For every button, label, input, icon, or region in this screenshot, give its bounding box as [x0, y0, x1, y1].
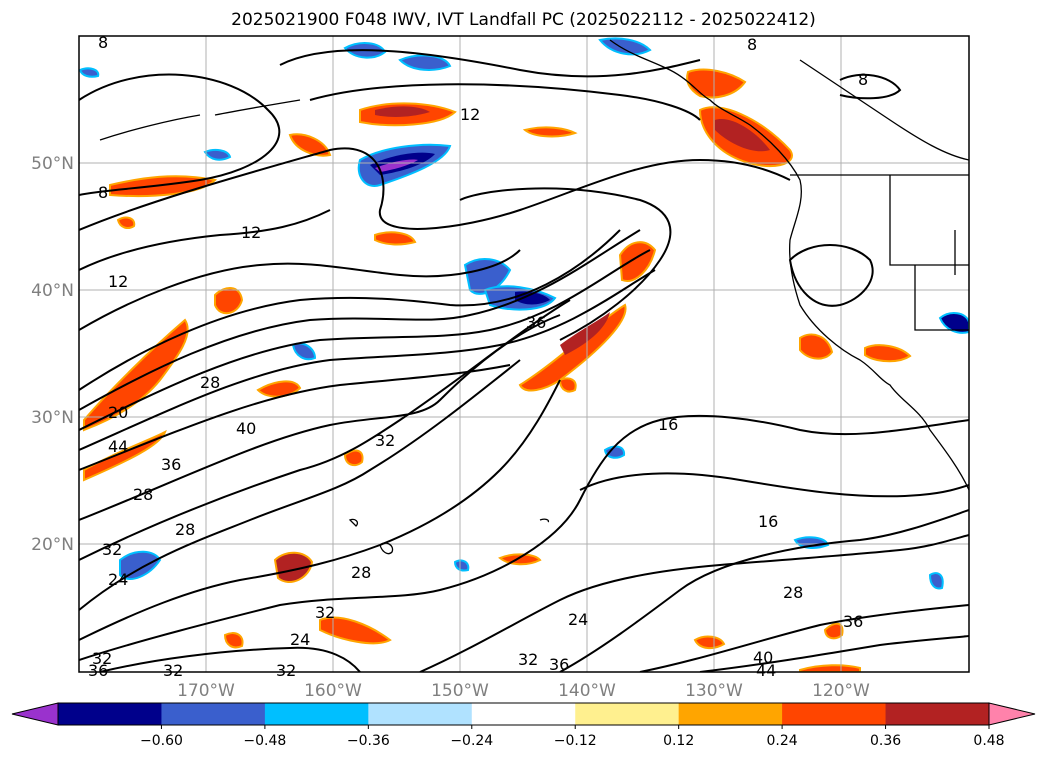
map-frame: [78, 35, 970, 673]
lon-label: 140°W: [558, 681, 616, 701]
colorbar-extend-high: [988, 702, 1036, 726]
contour-label: 36: [549, 655, 569, 674]
map-title: 2025021900 F048 IWV, IVT Landfall PC (20…: [231, 10, 816, 30]
contour-label: 8: [98, 33, 108, 52]
lat-label: 30°N: [31, 408, 74, 428]
contour-label: 28: [200, 373, 220, 392]
colorbar-tick-label: −0.60: [140, 733, 183, 749]
contour-label: 8: [98, 183, 108, 202]
contour-label: 44: [108, 437, 128, 456]
contour-label: 12: [241, 223, 261, 242]
lon-label: 150°W: [431, 681, 489, 701]
contour-label: 16: [658, 415, 678, 434]
contour-label: 12: [108, 272, 128, 291]
contour-label: 8: [858, 70, 868, 89]
contour-label: 44: [756, 661, 776, 680]
lat-label: 20°N: [31, 535, 74, 555]
contour-label: 24: [568, 610, 588, 629]
contour-label: 24: [108, 570, 128, 589]
colorbar-cell: [161, 703, 266, 725]
colorbar-cell: [575, 703, 680, 725]
colorbar-cell: [264, 703, 369, 725]
colorbar-tick-label: 0.36: [870, 733, 901, 749]
contour-label: 32: [276, 661, 296, 680]
lon-label: 170°W: [177, 681, 235, 701]
lon-label: 120°W: [812, 681, 870, 701]
colorbar-cell: [678, 703, 783, 725]
lon-label: 130°W: [685, 681, 743, 701]
colorbar-cell: [885, 703, 990, 725]
coastlines: [99, 39, 969, 555]
contour-label: 16: [758, 512, 778, 531]
contour-label: 36: [161, 455, 181, 474]
colorbar-cell: [58, 703, 162, 725]
colorbar-extend-low: [11, 702, 59, 726]
contour-label: 32: [375, 431, 395, 450]
colorbar-tick-label: −0.36: [347, 733, 390, 749]
lon-label: 160°W: [304, 681, 362, 701]
contour-label: 40: [753, 648, 773, 667]
colorbar-cell: [368, 703, 473, 725]
contour-label: 12: [460, 105, 480, 124]
contour-label: 8: [747, 35, 757, 54]
colorbar-tick-label: 0.12: [663, 733, 694, 749]
contour-lines: [79, 49, 969, 672]
contour-label: 40: [236, 419, 256, 438]
contour-label: 32: [92, 649, 112, 668]
colorbar-cell: [782, 703, 887, 725]
contour-label: 32: [163, 661, 183, 680]
contour-label: 28: [133, 485, 153, 504]
contour-label: 24: [290, 630, 310, 649]
colorbar-tick-label: −0.12: [554, 733, 597, 749]
contour-label: 28: [175, 520, 195, 539]
contour-label: 20: [108, 403, 128, 422]
colorbar-tick-label: 0.48: [973, 733, 1004, 749]
colorbar-frame: [57, 702, 990, 726]
contour-label: 36: [526, 313, 546, 332]
colorbar: −0.60 −0.48 −0.36 −0.24 −0.12 0.12 0.24 0.36 0.4…: [11, 702, 1036, 749]
contour-label: 28: [351, 563, 371, 582]
colorbar-tick-label: 0.24: [767, 733, 798, 749]
contour-label-group: 8 8 8 8 12 12 12 36 28 20 44 40 36 32 28…: [88, 33, 868, 680]
colorbar-tick-label: −0.48: [243, 733, 286, 749]
contour-label: 32: [102, 540, 122, 559]
map-area: [79, 36, 969, 672]
contour-label: 36: [88, 661, 108, 680]
colorbar-tick-label: −0.24: [450, 733, 493, 749]
contour-label: 36: [843, 612, 863, 631]
lat-label: 50°N: [31, 154, 74, 174]
lat-label: 40°N: [31, 281, 74, 301]
contour-label: 32: [518, 650, 538, 669]
contour-label: 32: [315, 603, 335, 622]
contour-label: 28: [783, 583, 803, 602]
colorbar-cell: [471, 703, 576, 725]
